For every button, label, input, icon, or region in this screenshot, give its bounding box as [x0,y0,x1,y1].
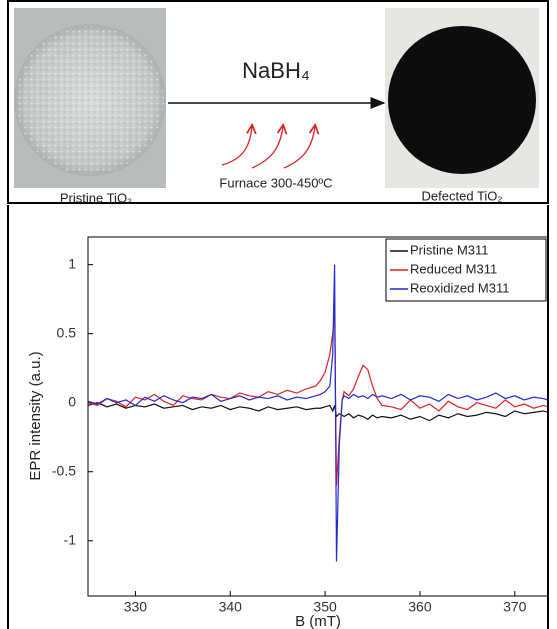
series-line [87,402,549,422]
x-tick-label: 330 [124,599,148,615]
legend-box [385,238,547,302]
x-tick-label: 360 [408,599,432,615]
x-tick-label: 340 [219,599,243,615]
x-tick-label: 370 [503,599,527,615]
plot: 330 340 350 360 370 -1 -0.5 0 0.5 1 Pristine M311 R… [52,236,549,615]
x-axis-label: B (mT) [295,613,341,629]
condition: Furnace 300-450ºC [219,175,332,190]
y-tick-label: -1 [64,531,77,547]
legend-label: Pristine M311 [410,242,489,257]
legend-label: Reduced M311 [410,261,497,276]
y-tick-label: -0.5 [52,462,76,478]
left-label: Pristine TiO₂ [60,190,132,205]
x-tick-label: 350 [313,599,337,615]
y-tick-label: 0.5 [57,324,77,340]
series-line [87,264,549,562]
y-axis-label: EPR intensity (a.u.) [27,351,44,480]
y-tick-label: 1 [68,255,76,271]
right-label: Defected TiO₂ [422,188,503,203]
legend-label: Reoxidized M311 [410,280,509,295]
reagent: NaBH₄ [242,58,310,83]
plot-frame [87,236,549,597]
y-tick-label: 0 [68,393,76,409]
defected-powder [388,26,536,174]
heat-arrows [221,126,315,169]
pristine-texture [16,26,164,174]
